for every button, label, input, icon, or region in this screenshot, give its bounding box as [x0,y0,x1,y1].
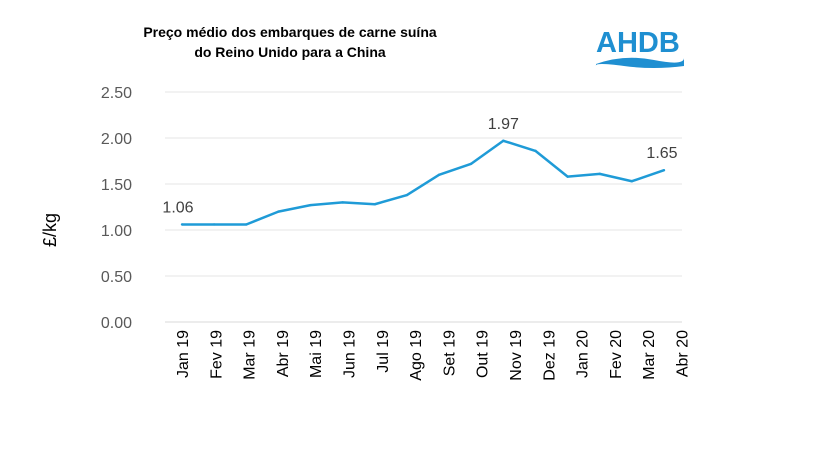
x-tick-label: Jan 19 [175,330,192,378]
data-point [437,173,441,176]
y-tick-label: 2.50 [101,85,132,102]
x-tick-label: Abr 19 [275,330,292,377]
x-tick-label: Nov 19 [508,330,525,381]
x-tick-label: Jul 19 [375,330,392,373]
x-tick-label: Ago 19 [408,330,425,381]
data-point [598,172,601,176]
y-tick-label: 1.00 [101,223,132,240]
chart-title-line-2: do Reino Unido para a China [194,44,386,60]
y-tick-label: 0.50 [101,269,132,286]
x-tick-label: Abr 20 [675,330,692,377]
ahdb-logo-text: AHDB [596,27,680,59]
x-tick-label: Set 19 [441,330,458,376]
data-point [212,223,216,226]
chart-title: Preço médio dos embarques de carne suína… [140,22,440,62]
x-tick-label: Fev 19 [208,330,225,379]
ahdb-logo: AHDB [595,27,684,68]
y-tick-label: 0.00 [101,315,132,332]
chart-title-line-1: Preço médio dos embarques de carne suína [143,24,437,40]
x-tick-label: Mar 20 [641,330,658,380]
x-tick-label: Mai 19 [308,330,325,378]
data-point [341,201,344,204]
data-point [373,203,376,206]
data-point [662,169,666,172]
x-tick-label: Out 19 [475,330,492,378]
y-tick-label: 1.50 [101,177,132,194]
data-point [180,223,184,226]
data-point [534,149,537,153]
data-point [502,139,505,142]
x-tick-label: Dez 19 [541,330,558,381]
data-point [245,223,248,226]
y-axis-label: £/kg [40,213,60,247]
data-point [277,210,280,213]
x-tick-label: Jun 19 [342,330,359,378]
y-tick-label: 2.00 [101,131,132,148]
data-label: 1.06 [162,199,193,216]
x-tick-label: Mar 19 [242,330,259,380]
x-tick-label: Fev 20 [608,330,625,379]
data-label: 1.97 [488,116,519,133]
data-point [566,175,569,178]
data-point [470,162,473,165]
data-point [630,180,634,183]
x-tick-label: Jan 20 [575,330,592,378]
data-label: 1.65 [646,145,677,162]
data-point [405,193,409,197]
price-line [182,139,665,226]
data-point [309,203,312,207]
